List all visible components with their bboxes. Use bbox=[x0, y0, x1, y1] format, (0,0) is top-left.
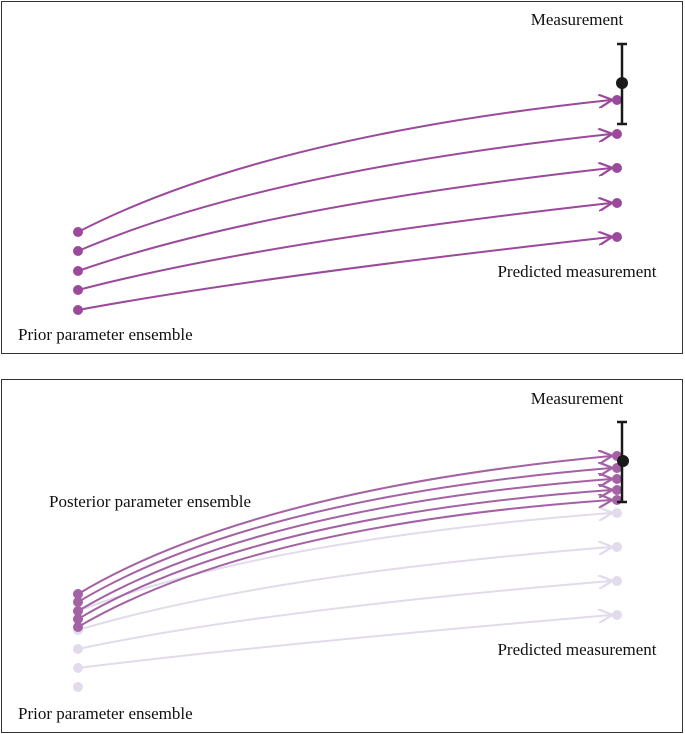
prior-ensemble-label: Prior parameter ensemble bbox=[18, 325, 193, 344]
faded-prior-curve bbox=[77, 615, 611, 669]
posterior-panel: Measurement Posterior parameter ensemble… bbox=[1, 379, 683, 733]
faded-prior-curve bbox=[77, 581, 611, 650]
prior-start-point bbox=[73, 285, 83, 295]
prior-ensemble-label: Prior parameter ensemble bbox=[18, 704, 193, 723]
faded-prior-points bbox=[73, 508, 622, 692]
predicted-point bbox=[612, 129, 622, 139]
faded-end-point bbox=[612, 610, 622, 620]
faded-start-point bbox=[73, 663, 83, 673]
measurement-point bbox=[616, 77, 628, 89]
posterior-ensemble-label: Posterior parameter ensemble bbox=[49, 492, 251, 511]
predicted-measurement-label: Predicted measurement bbox=[497, 640, 656, 659]
posterior-start-point bbox=[73, 614, 83, 624]
posterior-points bbox=[73, 451, 622, 632]
posterior-start-point bbox=[73, 597, 83, 607]
faded-end-point bbox=[612, 508, 622, 518]
measurement-point bbox=[617, 455, 629, 467]
predicted-measurement-points bbox=[612, 95, 622, 242]
faded-start-point bbox=[73, 644, 83, 654]
posterior-start-point bbox=[73, 606, 83, 616]
posterior-end-point bbox=[612, 485, 622, 495]
faded-end-point bbox=[612, 542, 622, 552]
prior-start-point bbox=[73, 227, 83, 237]
faded-prior-curve bbox=[77, 547, 611, 631]
posterior-start-point bbox=[73, 622, 83, 632]
predicted-point bbox=[612, 95, 622, 105]
posterior-curve bbox=[77, 490, 611, 620]
measurement-marker bbox=[617, 420, 629, 504]
prior-curve-4 bbox=[77, 203, 611, 291]
predicted-point bbox=[612, 198, 622, 208]
prior-start-point bbox=[73, 246, 83, 256]
posterior-curve bbox=[77, 456, 611, 595]
faded-start-point bbox=[73, 682, 83, 692]
measurement-label: Measurement bbox=[531, 10, 624, 29]
posterior-end-point bbox=[612, 495, 622, 505]
posterior-curve bbox=[77, 479, 611, 612]
prior-curve-1 bbox=[77, 100, 611, 233]
faded-prior-curves bbox=[77, 513, 611, 669]
predicted-measurement-label: Predicted measurement bbox=[497, 262, 656, 281]
predicted-point bbox=[612, 163, 622, 173]
prior-start-point bbox=[73, 266, 83, 276]
prior-curve-2 bbox=[77, 134, 611, 252]
measurement-marker bbox=[616, 42, 628, 126]
posterior-end-point bbox=[612, 474, 622, 484]
measurement-label: Measurement bbox=[531, 389, 624, 408]
posterior-ensemble-curves bbox=[77, 456, 611, 628]
predicted-point bbox=[612, 232, 622, 242]
prior-ensemble-curves bbox=[77, 100, 611, 311]
posterior-diagram: Measurement Posterior parameter ensemble… bbox=[18, 389, 657, 723]
prior-start-points bbox=[73, 227, 83, 315]
faded-prior-curve bbox=[77, 513, 611, 612]
posterior-start-point bbox=[73, 589, 83, 599]
posterior-curve bbox=[77, 500, 611, 628]
posterior-curve bbox=[77, 468, 611, 603]
prior-panel: Measurement Predicted measurement Prior … bbox=[1, 1, 683, 354]
prior-curve-5 bbox=[77, 237, 611, 311]
prior-curve-3 bbox=[77, 168, 611, 272]
prior-start-point bbox=[73, 305, 83, 315]
prior-diagram: Measurement Predicted measurement Prior … bbox=[18, 10, 657, 344]
faded-end-point bbox=[612, 576, 622, 586]
